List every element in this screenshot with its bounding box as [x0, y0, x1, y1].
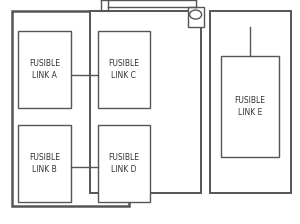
Bar	[98, 31, 150, 108]
Bar	[98, 125, 150, 202]
Text: FUSIBLE
LINK B: FUSIBLE LINK B	[29, 153, 60, 174]
Bar	[220, 56, 279, 157]
Bar	[90, 11, 201, 193]
Bar	[12, 11, 129, 206]
Text: FUSIBLE
LINK D: FUSIBLE LINK D	[108, 153, 139, 174]
Text: FUSIBLE
LINK E: FUSIBLE LINK E	[234, 96, 265, 117]
Bar	[210, 11, 291, 193]
Bar	[188, 7, 204, 27]
Bar	[18, 125, 70, 202]
Bar	[18, 31, 70, 108]
Text: FUSIBLE
LINK A: FUSIBLE LINK A	[29, 59, 60, 80]
Text: FUSIBLE
LINK C: FUSIBLE LINK C	[108, 59, 139, 80]
